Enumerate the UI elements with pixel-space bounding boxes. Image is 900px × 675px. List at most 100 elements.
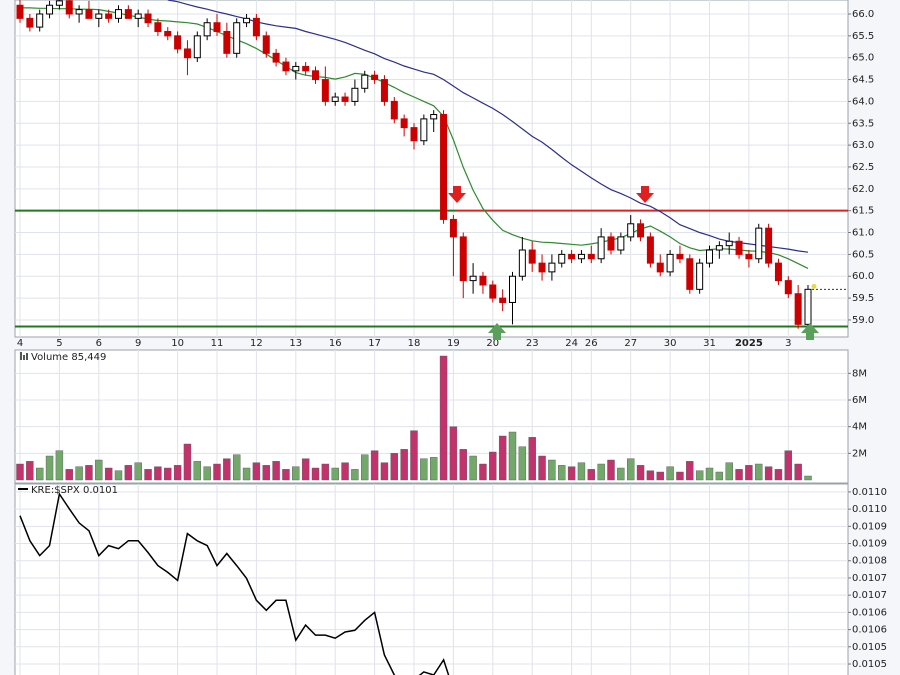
candle-body [666,253,674,273]
volume-icon [26,353,28,360]
candle-body [558,253,566,264]
candle-body [193,35,201,59]
ratio-title: KRE:$SPX 0.0101 [31,485,118,496]
candle-body [804,288,812,325]
candle-body [361,74,369,89]
x-tick-label: 20 [486,338,499,349]
candle-body [95,13,103,19]
x-tick-label: 2025 [735,338,763,349]
volume-bar [36,467,44,481]
x-tick-label: 26 [585,338,598,349]
volume-bar [183,443,192,481]
x-tick-label: 18 [408,338,421,349]
volume-bar [725,462,733,481]
candle-body [203,22,211,37]
y-tick-label: 59.0 [852,315,874,326]
volume-bar [439,355,448,481]
support-arrow [488,323,506,340]
candle-body [134,13,142,19]
candle-body [174,35,182,50]
candle-body [637,223,645,238]
candle-body [331,96,339,102]
x-tick-label: 9 [135,338,141,349]
volume-bar [459,449,467,481]
y-tick-label: 65.5 [852,31,874,42]
x-tick-label: 30 [664,338,677,349]
volume-bar [154,466,162,481]
candle-body [282,61,290,72]
x-tick-label: 4 [17,338,23,349]
volume-icon [20,352,22,360]
volume-bar [498,435,507,481]
volume-bar [223,458,231,481]
candle-body [75,9,83,15]
volume-bar [400,449,408,481]
y-tick-label: 6M [852,395,867,406]
volume-bar [16,463,24,481]
volume-bar [144,469,152,481]
candle-body [85,9,93,19]
candle-body [272,52,280,63]
volume-bar [774,469,783,481]
candle-body [706,249,713,264]
volume-bar [55,450,64,481]
candle-body [213,22,221,32]
candle-body [449,218,457,238]
y-tick-label: 0.0110 [852,504,887,515]
candle-body [243,17,251,24]
volume-bar [262,465,270,481]
candle-body [538,262,546,273]
candle-body [223,30,231,54]
volume-bar [627,458,635,481]
candle-body [765,227,773,264]
candle-body [46,4,54,15]
x-tick-label: 19 [447,338,460,349]
y-tick-label: 0.0106 [852,625,887,636]
x-tick-label: 16 [329,338,342,349]
x-tick-label: 31 [703,338,716,349]
y-tick-label: 0.0105 [852,642,887,653]
y-tick-label: 2M [852,448,867,459]
candle-body [725,240,733,247]
candle-body [233,22,241,54]
candle-body [459,236,467,282]
volume-bar [686,461,694,481]
volume-bar [567,466,576,481]
y-tick-label: 0.0105 [852,659,887,670]
x-tick-label: 3 [785,338,791,349]
volume-bar [518,446,527,481]
y-tick-label: 63.5 [852,118,874,129]
volume-bar [410,430,418,481]
last-price-dot [811,283,817,289]
candle-body [774,262,782,282]
candle-body [410,127,418,142]
y-tick-label: 60.5 [852,249,874,260]
axes: 4 5 6 9 10 11 12 13 16 17 18 19 20 23 24 26 27 30 31 2025 3 5… [17,9,887,670]
y-tick-label: 0.0109 [852,521,887,532]
volume-title: Volume 85,449 [31,352,106,363]
volume-bar [715,471,724,481]
y-tick-label: 4M [852,422,867,433]
volume-bar [252,462,261,481]
candle-body [55,0,63,6]
y-tick-label: 64.5 [852,75,874,86]
candle-body [735,240,743,255]
volume-bar [656,471,664,481]
y-tick-label: 0.0106 [852,607,887,618]
volume-bar [104,467,113,481]
volume-bar [646,470,655,481]
candle-body [312,70,319,81]
candle-body [154,22,162,32]
volume-bar [636,465,645,481]
candle-body [371,74,379,81]
candle-body [380,79,388,102]
volume-bar [292,466,300,481]
volume-bar [745,465,753,481]
y-tick-label: 59.5 [852,293,874,304]
volume-bar [321,463,330,481]
volume-bar [351,469,359,481]
candle-body [292,65,300,72]
volume-bar [65,469,73,481]
candle-body [745,253,753,260]
